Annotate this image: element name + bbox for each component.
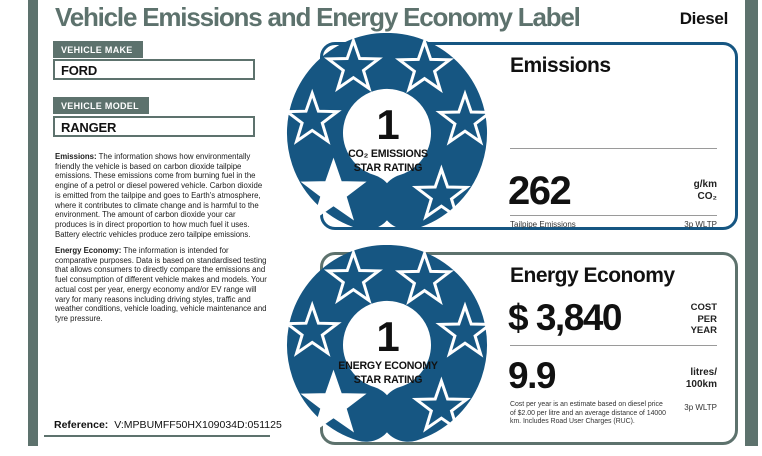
star-icon-3 [323, 36, 383, 93]
cost-unit-line2: PER [697, 313, 717, 325]
star-icon-2 [282, 88, 342, 145]
co2-emissions-star-rating-badge: 1 CO₂ EMISSIONS STAR RATING [282, 33, 494, 230]
cost-per-year-unit: COST PER YEAR [691, 302, 717, 337]
energy-description-body: The information is intended for comparat… [55, 246, 267, 323]
emissions-star-rating-number: 1 [376, 101, 399, 148]
cost-unit-line3: YEAR [690, 325, 717, 336]
star-icon-1 [300, 369, 367, 433]
emissions-description: Emissions: The information shows how env… [55, 152, 269, 239]
energy-economy-star-rating-badge: 1 ENERGY ECONOMY STAR RATING [282, 245, 494, 442]
cost-per-year-value: $ 3,840 [508, 297, 622, 338]
economy-unit-line2: 100km [685, 378, 717, 390]
fuel-economy-unit: litres/ 100km [686, 367, 717, 390]
vehicle-model-value: RANGER [53, 116, 255, 137]
star-ring-icon [287, 245, 487, 442]
right-frame-bar [745, 0, 758, 446]
emissions-panel-title: Emissions [510, 54, 611, 77]
star-icon-6 [411, 164, 471, 221]
energy-rating-label-line2: STAR RATING [354, 374, 423, 386]
star-icon-3 [323, 248, 383, 305]
emissions-description-lead: Emissions: [55, 152, 97, 161]
star-ring-icon [287, 33, 487, 230]
star-icon-4 [394, 248, 455, 306]
emissions-rating-label-line1: CO₂ EMISSIONS [348, 148, 428, 160]
emissions-standard: 3p WLTP [684, 220, 717, 229]
star-icon-1 [300, 157, 367, 221]
energy-star-rating-number: 1 [376, 313, 399, 360]
energy-divider [510, 345, 717, 346]
emissions-rating-label-line2: STAR RATING [354, 162, 423, 174]
star-icon-5 [435, 89, 494, 146]
cost-estimate-fine-print: Cost per year is an estimate based on di… [510, 401, 666, 426]
star-icon-6 [411, 376, 471, 433]
energy-description-lead: Energy Economy: [55, 246, 122, 255]
vehicle-model-label: VEHICLE MODEL [53, 97, 149, 114]
reference-value: V:MPBUMFF50HX109034D:051125 [114, 419, 282, 431]
reference-line: Reference: V:MPBUMFF50HX109034D:051125 [44, 419, 282, 437]
emissions-value: 262 [508, 169, 572, 213]
emissions-divider-bottom [510, 215, 717, 216]
fuel-type-badge: Diesel [679, 9, 729, 28]
emissions-value-label: Tailpipe Emissions [510, 220, 576, 229]
star-icons [282, 36, 494, 221]
emissions-unit-line1: g/km [693, 179, 717, 190]
emissions-unit: g/km CO₂ [694, 179, 717, 202]
energy-standard: 3p WLTP [684, 403, 717, 412]
star-icons [282, 248, 494, 433]
star-icon-4 [394, 36, 455, 94]
left-frame-bar [28, 0, 38, 446]
economy-unit-line1: litres/ [690, 367, 717, 378]
reference-label: Reference: [54, 419, 109, 431]
energy-description: Energy Economy: The information is inten… [55, 246, 269, 324]
emissions-divider-top [510, 148, 717, 149]
emissions-description-body: The information shows how environmentall… [55, 152, 263, 239]
energy-rating-label-line1: ENERGY ECONOMY [338, 360, 438, 372]
energy-panel-title: Energy Economy [510, 264, 675, 287]
cost-unit-line1: COST [690, 302, 717, 313]
fuel-economy-value: 9.9 [508, 355, 556, 396]
vehicle-make-label: VEHICLE MAKE [53, 41, 143, 58]
page-title: Vehicle Emissions and Energy Economy Lab… [55, 2, 581, 32]
vehicle-make-value: FORD [53, 59, 255, 80]
star-icon-2 [282, 300, 342, 357]
star-icon-5 [435, 301, 494, 358]
emissions-unit-line2: CO₂ [697, 190, 717, 202]
